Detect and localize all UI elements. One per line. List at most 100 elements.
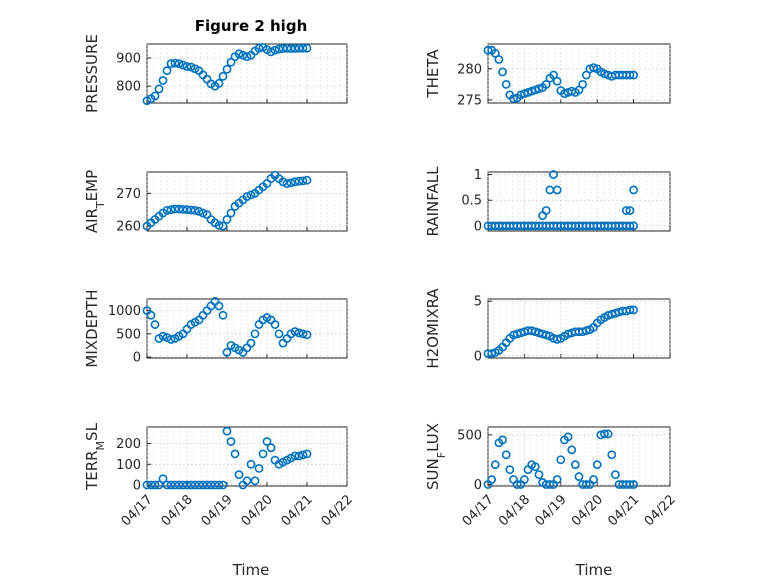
data-point xyxy=(234,49,244,59)
data-point xyxy=(150,91,160,101)
data-point xyxy=(509,94,518,104)
data-point xyxy=(142,480,152,490)
x-tick-label: 04/18 xyxy=(159,492,196,529)
figure-title: Figure 2 high xyxy=(195,17,308,35)
series-rainfall xyxy=(483,170,638,231)
data-point xyxy=(501,79,511,89)
data-point xyxy=(302,330,312,340)
data-point xyxy=(545,480,555,489)
y-axis-label: TERRMSL xyxy=(83,422,107,491)
x-tick-label: 04/21 xyxy=(279,492,316,529)
x-tick-label: 04/19 xyxy=(533,492,570,529)
data-point xyxy=(549,70,558,80)
y-tick-label: 270 xyxy=(116,187,141,202)
data-point xyxy=(202,480,212,490)
data-point xyxy=(298,43,308,53)
data-point xyxy=(592,460,602,470)
subplot-pressure: 800 900 PRESSURE xyxy=(83,34,348,113)
x-axis-label-left: Time xyxy=(232,561,270,579)
data-point xyxy=(238,50,248,60)
subplot-h2omixra: 0 5 H2OMIXRA xyxy=(424,288,671,369)
data-point xyxy=(214,480,224,490)
y-tick-label: 260 xyxy=(116,220,141,235)
subplot-rainfall: 0 0.5 1 RAINFALL xyxy=(424,166,671,236)
data-point xyxy=(487,349,497,359)
data-point xyxy=(298,450,308,460)
data-point xyxy=(625,70,635,80)
series-pressure xyxy=(142,42,312,106)
data-point xyxy=(490,48,500,58)
data-point xyxy=(541,206,551,215)
data-point xyxy=(174,59,184,69)
data-point xyxy=(154,84,164,94)
data-point xyxy=(186,62,196,72)
data-point xyxy=(226,208,236,218)
data-point xyxy=(290,327,300,336)
data-point xyxy=(498,67,507,77)
data-point xyxy=(298,176,308,186)
data-point xyxy=(214,221,224,230)
data-point xyxy=(552,335,562,344)
data-point xyxy=(174,204,184,214)
subplot-sun_flux: 04/17 04/18 04/19 04/20 04/21 04/22 0 500 SUNFLU… xyxy=(424,423,679,529)
data-point xyxy=(552,76,562,86)
data-point xyxy=(198,480,208,490)
data-point xyxy=(541,79,551,89)
data-point xyxy=(218,221,228,231)
data-point xyxy=(541,330,551,340)
data-point xyxy=(570,460,580,470)
y-axis-label: H2OMIXRA xyxy=(424,288,442,369)
y-tick-label: 800 xyxy=(116,80,141,95)
data-point xyxy=(534,470,544,479)
data-point xyxy=(581,70,591,80)
x-axis-label-right: Time xyxy=(575,561,613,579)
data-point xyxy=(162,480,172,490)
data-point xyxy=(166,205,176,215)
data-point xyxy=(222,64,232,74)
data-point xyxy=(170,204,180,214)
data-point xyxy=(230,449,240,459)
data-point xyxy=(483,45,493,55)
data-point xyxy=(222,348,232,357)
data-point xyxy=(625,221,635,231)
series-h2omixra xyxy=(483,305,638,359)
data-point xyxy=(629,185,638,195)
data-point xyxy=(170,58,180,68)
data-point xyxy=(154,480,164,490)
data-point xyxy=(210,480,220,490)
y-axis-label: PRESSURE xyxy=(83,34,101,113)
data-point xyxy=(198,208,208,218)
data-point xyxy=(607,450,617,460)
x-tick-label: 04/22 xyxy=(319,492,356,529)
data-point xyxy=(166,335,176,344)
data-point xyxy=(498,435,507,445)
data-point xyxy=(246,338,256,348)
data-point xyxy=(302,43,312,53)
data-point xyxy=(578,79,588,89)
data-point xyxy=(146,310,156,320)
data-point xyxy=(625,480,635,489)
data-point xyxy=(246,459,256,469)
data-point xyxy=(254,464,264,473)
data-point xyxy=(563,432,573,442)
y-tick-label: 5 xyxy=(474,295,482,310)
data-point xyxy=(178,60,188,70)
data-point xyxy=(218,310,228,320)
x-tick-label: 04/21 xyxy=(605,492,642,529)
series-sun_flux xyxy=(483,429,638,489)
subplot-air_temp: 260 270 AIRTEMP xyxy=(83,170,348,235)
data-point xyxy=(218,71,228,81)
data-point xyxy=(174,480,184,490)
data-point xyxy=(158,76,168,85)
data-point xyxy=(552,185,562,195)
x-tick-label: 04/17 xyxy=(460,492,497,529)
data-point xyxy=(512,480,522,489)
x-tick-label: 04/19 xyxy=(199,492,236,529)
data-point xyxy=(190,480,200,490)
data-point xyxy=(226,57,236,67)
y-tick-label: 900 xyxy=(116,52,141,67)
data-point xyxy=(603,429,613,439)
data-point xyxy=(270,45,280,55)
data-point xyxy=(242,476,252,486)
